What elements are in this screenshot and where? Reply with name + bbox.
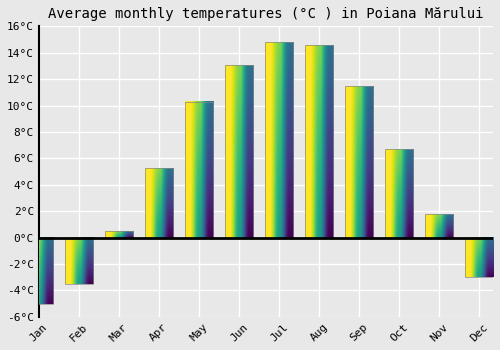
- Bar: [305, 45, 333, 238]
- Bar: [25, 238, 53, 303]
- Bar: [105, 231, 133, 238]
- Title: Average monthly temperatures (°C ) in Poiana Mărului: Average monthly temperatures (°C ) in Po…: [48, 7, 484, 21]
- Bar: [225, 64, 253, 238]
- Bar: [145, 168, 173, 238]
- Bar: [425, 214, 453, 238]
- Bar: [185, 102, 213, 238]
- Bar: [345, 86, 373, 238]
- Bar: [385, 149, 413, 238]
- Bar: [265, 42, 293, 238]
- Bar: [65, 238, 93, 284]
- Bar: [465, 238, 493, 277]
